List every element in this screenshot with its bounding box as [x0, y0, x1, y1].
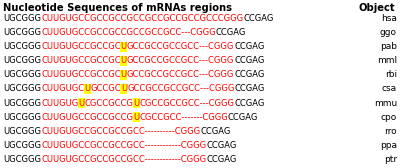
Text: CUUGUGCCGCCGCCGCC------------CGGG: CUUGUGCCGCCGCCGCC------------CGGG	[41, 155, 206, 164]
Text: GCCGCCGCCGCC---CGGG: GCCGCCGCCGCC---CGGG	[127, 42, 234, 51]
Text: CCGAG: CCGAG	[243, 14, 274, 23]
Text: CCGAG: CCGAG	[206, 141, 236, 150]
Text: CGCCGCCG: CGCCGCCG	[84, 99, 133, 108]
Text: hsa: hsa	[381, 14, 397, 23]
Text: U: U	[121, 42, 127, 51]
Text: GCCGCCGCCGCC---CGGG: GCCGCCGCCGCC---CGGG	[127, 56, 234, 65]
Text: CCGAG: CCGAG	[200, 127, 230, 136]
Text: CUUGUG: CUUGUG	[41, 99, 78, 108]
Text: pab: pab	[380, 42, 397, 51]
Text: csa: csa	[382, 85, 397, 93]
Text: CGCCGCCGCC---CGGG: CGCCGCCGCC---CGGG	[139, 99, 234, 108]
Text: Object: Object	[358, 3, 395, 13]
Text: CGCCGCC-------CGGG: CGCCGCC-------CGGG	[139, 113, 228, 122]
Text: CCGAG: CCGAG	[234, 85, 265, 93]
Text: CUUGUGCCGCCGCCGCCGCCGCC---CGGG: CUUGUGCCGCCGCCGCCGCCGCC---CGGG	[41, 28, 216, 37]
Text: UGCGGG: UGCGGG	[3, 155, 41, 164]
Text: UGCGGG: UGCGGG	[3, 85, 41, 93]
Text: mmu: mmu	[374, 99, 397, 108]
Text: U: U	[121, 70, 127, 79]
Text: CUUGUGCCGCCGC: CUUGUGCCGCCGC	[41, 56, 121, 65]
Text: GCCGCCGCCGCC---CGGG: GCCGCCGCCGCC---CGGG	[127, 70, 234, 79]
Text: ptr: ptr	[384, 155, 397, 164]
Text: CUUGUGC: CUUGUGC	[41, 85, 84, 93]
Text: CUUGUGCCGCCGCCGCC----------CGGG: CUUGUGCCGCCGCCGCC----------CGGG	[41, 127, 200, 136]
Text: U: U	[78, 99, 84, 108]
Text: mml: mml	[377, 56, 397, 65]
Text: CUUGUGCCGCCGCCGCCGCCGCCGCCGCCCGGG: CUUGUGCCGCCGCCGCCGCCGCCGCCGCCCGGG	[41, 14, 243, 23]
Text: CCGAG: CCGAG	[228, 113, 258, 122]
Text: UGCGGG: UGCGGG	[3, 42, 41, 51]
Text: Nucleotide Sequences of mRNAs regions: Nucleotide Sequences of mRNAs regions	[3, 3, 232, 13]
Text: CCGAG: CCGAG	[234, 56, 264, 65]
Text: UGCGGG: UGCGGG	[3, 99, 41, 108]
Text: ppa: ppa	[380, 141, 397, 150]
Text: CCGAG: CCGAG	[234, 70, 264, 79]
Text: U: U	[121, 85, 127, 93]
Text: U: U	[84, 85, 90, 93]
Text: CUUGUGCCGCCGCCGCC------------CGGG: CUUGUGCCGCCGCCGCC------------CGGG	[41, 141, 206, 150]
Text: U: U	[133, 99, 139, 108]
Text: CCGAG: CCGAG	[206, 155, 236, 164]
Text: rbi: rbi	[385, 70, 397, 79]
Text: rro: rro	[384, 127, 397, 136]
Text: GCCGC: GCCGC	[90, 85, 121, 93]
Text: cpo: cpo	[381, 113, 397, 122]
Text: U: U	[121, 56, 127, 65]
Text: UGCGGG: UGCGGG	[3, 113, 41, 122]
Text: CCGAG: CCGAG	[234, 42, 264, 51]
Text: UGCGGG: UGCGGG	[3, 141, 41, 150]
Text: CUUGUGCCGCCGC: CUUGUGCCGCCGC	[41, 70, 121, 79]
Text: UGCGGG: UGCGGG	[3, 127, 41, 136]
Text: CCGAG: CCGAG	[216, 28, 246, 37]
Text: UGCGGG: UGCGGG	[3, 56, 41, 65]
Text: UGCGGG: UGCGGG	[3, 70, 41, 79]
Text: CCGAG: CCGAG	[234, 99, 265, 108]
Text: UGCGGG: UGCGGG	[3, 28, 41, 37]
Text: CUUGUGCCGCCGC: CUUGUGCCGCCGC	[41, 42, 121, 51]
Text: ggo: ggo	[380, 28, 397, 37]
Text: GCCGCCGCCGCC---CGGG: GCCGCCGCCGCC---CGGG	[127, 85, 234, 93]
Text: CUUGUGCCGCCGCCG: CUUGUGCCGCCGCCG	[41, 113, 133, 122]
Text: UGCGGG: UGCGGG	[3, 14, 41, 23]
Text: U: U	[133, 113, 139, 122]
